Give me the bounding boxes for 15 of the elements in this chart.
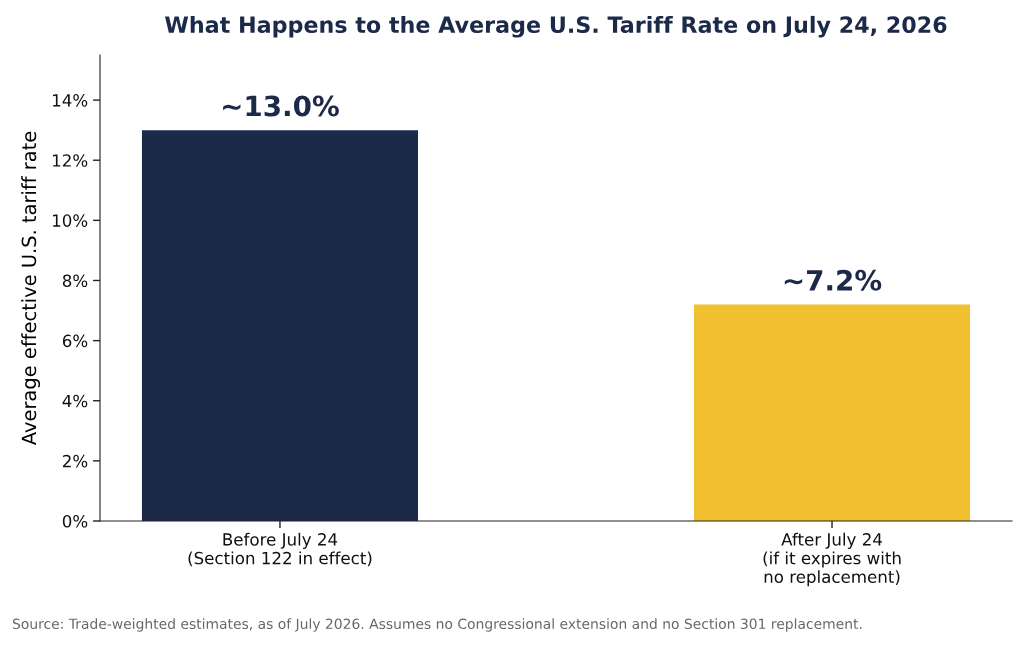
y-tick-label: 4% <box>62 394 88 408</box>
x-tick-label: Before July 24 (Section 122 in effect) <box>188 532 372 567</box>
y-tick-label: 14% <box>52 94 88 107</box>
y-tick-label: 8% <box>62 274 88 288</box>
y-tick-label: 12% <box>52 154 88 167</box>
data-label: ~7.2% <box>784 269 882 291</box>
source-note: Source: Trade-weighted estimates, as of July 2026. Assumes no Congressional extension and no Section 301 replacement. <box>12 618 862 632</box>
y-tick-label: 10% <box>52 214 88 227</box>
chart-title: What Happens to the Average U.S. Tariff Rate on July 24, 2026 <box>165 15 947 38</box>
y-tick-label: 0% <box>62 514 88 528</box>
y-tick-label: 2% <box>62 454 88 468</box>
data-label: ~13.0% <box>223 95 339 117</box>
y-tick-label: 6% <box>62 334 88 348</box>
x-tick-label: After July 24 (if it expires with no replacement) <box>763 532 901 587</box>
y-axis-title: Average effective U.S. tariff rate <box>21 131 41 446</box>
